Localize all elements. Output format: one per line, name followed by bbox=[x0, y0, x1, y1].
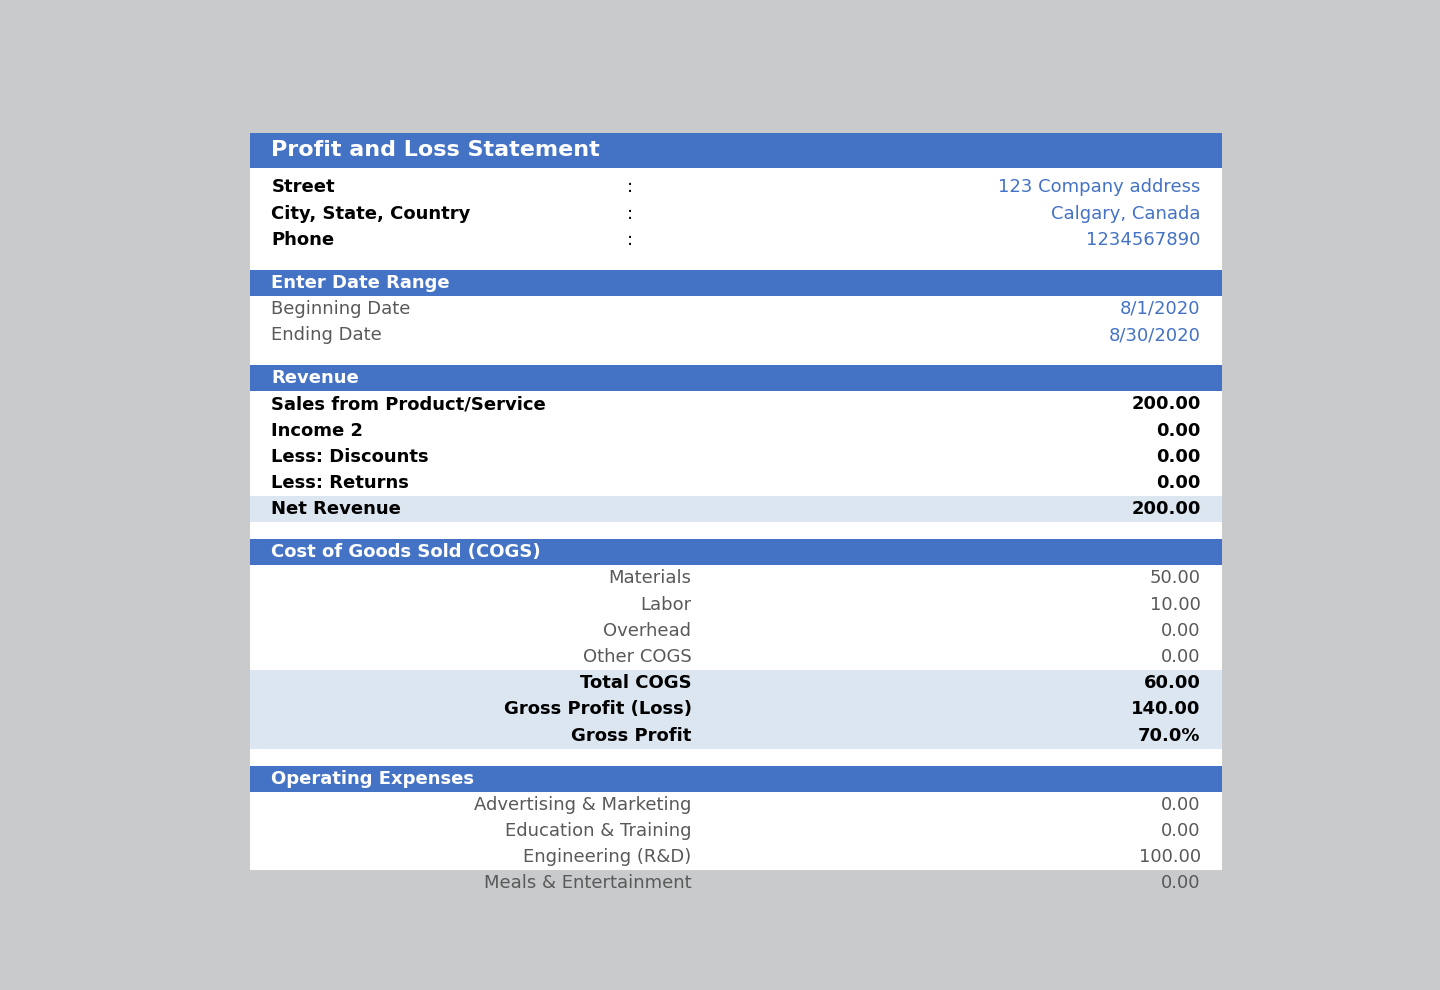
Text: Gross Profit: Gross Profit bbox=[572, 727, 691, 744]
Bar bbox=[249, 723, 1223, 748]
Text: 8/30/2020: 8/30/2020 bbox=[1109, 326, 1201, 345]
Bar bbox=[249, 269, 1223, 296]
Text: 60.00: 60.00 bbox=[1143, 674, 1201, 692]
Text: Calgary, Canada: Calgary, Canada bbox=[1051, 205, 1201, 223]
Text: Income 2: Income 2 bbox=[272, 422, 363, 440]
Text: 0.00: 0.00 bbox=[1161, 796, 1201, 814]
Bar bbox=[249, 696, 1223, 723]
Text: Overhead: Overhead bbox=[603, 622, 691, 640]
Text: Materials: Materials bbox=[609, 569, 691, 587]
Bar bbox=[249, 765, 1223, 792]
Bar bbox=[249, 133, 1223, 168]
Text: Total COGS: Total COGS bbox=[580, 674, 691, 692]
Text: 10.00: 10.00 bbox=[1149, 596, 1201, 614]
Text: Street: Street bbox=[272, 178, 336, 196]
Text: Gross Profit (Loss): Gross Profit (Loss) bbox=[504, 700, 691, 719]
Text: Enter Date Range: Enter Date Range bbox=[272, 274, 451, 292]
Text: 0.00: 0.00 bbox=[1156, 447, 1201, 466]
Text: City, State, Country: City, State, Country bbox=[272, 205, 471, 223]
Text: Operating Expenses: Operating Expenses bbox=[272, 769, 474, 788]
Text: 8/1/2020: 8/1/2020 bbox=[1120, 300, 1201, 318]
Text: Cost of Goods Sold (COGS): Cost of Goods Sold (COGS) bbox=[272, 544, 541, 561]
Text: 100.00: 100.00 bbox=[1139, 848, 1201, 866]
Text: Engineering (R&D): Engineering (R&D) bbox=[523, 848, 691, 866]
Text: 0.00: 0.00 bbox=[1161, 648, 1201, 666]
Text: 0.00: 0.00 bbox=[1161, 622, 1201, 640]
Text: 200.00: 200.00 bbox=[1132, 500, 1201, 518]
Text: :: : bbox=[626, 178, 632, 196]
Text: 1234567890: 1234567890 bbox=[1086, 231, 1201, 248]
Text: Beginning Date: Beginning Date bbox=[272, 300, 410, 318]
Text: Meals & Entertainment: Meals & Entertainment bbox=[484, 874, 691, 892]
Text: Advertising & Marketing: Advertising & Marketing bbox=[474, 796, 691, 814]
Text: 0.00: 0.00 bbox=[1156, 422, 1201, 440]
Text: Ending Date: Ending Date bbox=[272, 326, 382, 345]
Text: 70.0%: 70.0% bbox=[1138, 727, 1201, 744]
Text: 0.00: 0.00 bbox=[1161, 822, 1201, 841]
Text: Sales from Product/Service: Sales from Product/Service bbox=[272, 395, 546, 414]
Text: Education & Training: Education & Training bbox=[505, 822, 691, 841]
Text: Less: Discounts: Less: Discounts bbox=[272, 447, 429, 466]
Text: Phone: Phone bbox=[272, 231, 334, 248]
Bar bbox=[249, 496, 1223, 523]
Text: Revenue: Revenue bbox=[272, 369, 359, 387]
Text: Net Revenue: Net Revenue bbox=[272, 500, 402, 518]
Text: :: : bbox=[626, 205, 632, 223]
Text: Profit and Loss Statement: Profit and Loss Statement bbox=[272, 141, 600, 160]
Text: 123 Company address: 123 Company address bbox=[998, 178, 1201, 196]
Text: 200.00: 200.00 bbox=[1132, 395, 1201, 414]
Text: 0.00: 0.00 bbox=[1156, 474, 1201, 492]
Bar bbox=[249, 540, 1223, 565]
Text: 140.00: 140.00 bbox=[1132, 700, 1201, 719]
Bar bbox=[249, 133, 1223, 870]
Text: :: : bbox=[626, 231, 632, 248]
Text: Other COGS: Other COGS bbox=[583, 648, 691, 666]
Text: 50.00: 50.00 bbox=[1149, 569, 1201, 587]
Text: Labor: Labor bbox=[641, 596, 691, 614]
Bar bbox=[249, 365, 1223, 391]
Bar bbox=[249, 670, 1223, 696]
Text: 0.00: 0.00 bbox=[1161, 874, 1201, 892]
Text: Less: Returns: Less: Returns bbox=[272, 474, 409, 492]
